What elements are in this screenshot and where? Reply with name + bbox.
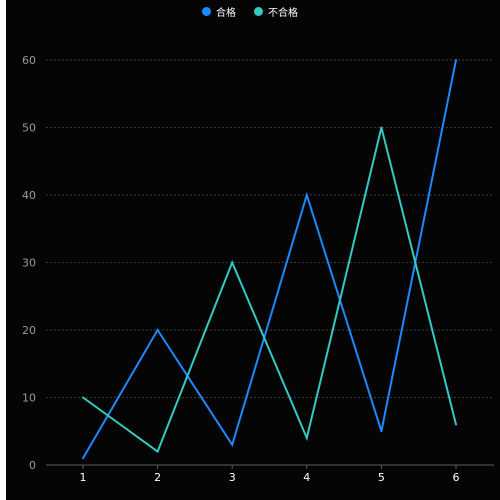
legend-label-qualified: 合格 <box>216 8 236 19</box>
data-point-s1-2 <box>156 450 159 453</box>
x-tick-label-1: 1 <box>80 471 87 484</box>
data-point-s0-2 <box>156 329 159 331</box>
legend-dot-qualified <box>202 7 211 16</box>
data-point-s1-3 <box>231 261 234 264</box>
series-line-1 <box>82 127 457 454</box>
x-tick-label-5: 5 <box>378 471 385 484</box>
legend-item-unqualified[interactable]: 不合格 <box>254 4 298 19</box>
legend-label-unqualified: 不合格 <box>268 8 298 19</box>
y-tick-label-20: 20 <box>22 324 36 337</box>
y-tick-label-30: 30 <box>22 257 36 270</box>
y-tick-label-50: 50 <box>22 122 36 135</box>
data-point-s0-1 <box>82 457 84 460</box>
y-tick-label-10: 10 <box>22 392 36 405</box>
y-tick-label-60: 60 <box>22 54 36 67</box>
data-point-s0-4 <box>305 194 308 196</box>
data-point-s0-5 <box>380 430 383 433</box>
y-axis-ticks: 0 10 20 30 40 50 60 <box>22 54 36 472</box>
legend-item-qualified[interactable]: 合格 <box>202 4 236 19</box>
data-point-s1-1 <box>82 396 84 399</box>
x-axis: 1 2 3 4 5 6 <box>46 464 494 484</box>
grid-lines <box>46 59 494 398</box>
data-point-s0-6 <box>455 59 457 61</box>
data-point-s0-3 <box>231 443 234 446</box>
x-tick-label-3: 3 <box>229 471 236 484</box>
x-tick-label-4: 4 <box>303 471 310 484</box>
data-point-s1-4 <box>305 437 308 439</box>
legend-dot-unqualified <box>254 7 263 16</box>
y-tick-label-0: 0 <box>29 459 36 472</box>
x-tick-label-6: 6 <box>453 471 460 484</box>
data-point-s1-6 <box>455 423 457 426</box>
series-lines <box>82 59 457 460</box>
series-line-0 <box>82 59 457 459</box>
x-tick-label-2: 2 <box>154 471 161 484</box>
y-tick-label-40: 40 <box>22 189 36 202</box>
data-point-s1-5 <box>380 126 383 129</box>
legend: 合格 不合格 <box>0 4 500 19</box>
